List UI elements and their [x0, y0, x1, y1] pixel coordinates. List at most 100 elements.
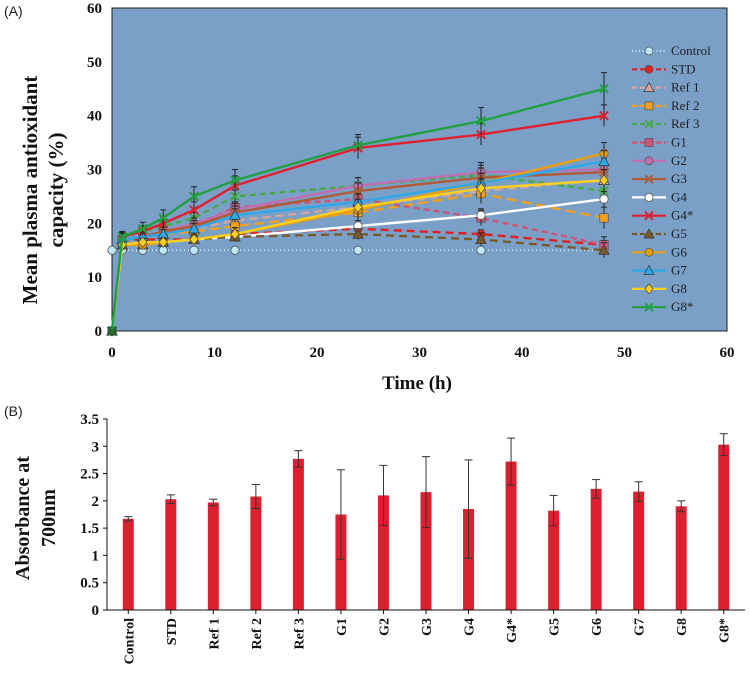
legend-label: Ref 1 — [671, 80, 700, 95]
legend-label: G2 — [671, 153, 687, 168]
legend: Control STD Ref 1 Ref 2 Ref 3 G1 G2 G3 G4 G4* G5 G6… — [632, 43, 711, 314]
category-label: Ref 3 — [292, 618, 307, 650]
legend-item: G4 — [632, 189, 687, 204]
y-tick-label: 20 — [87, 216, 102, 232]
panel-b-label: (B) — [4, 403, 23, 419]
legend-label: G1 — [671, 135, 687, 150]
data-point — [644, 119, 654, 129]
data-point — [644, 247, 654, 257]
data-point — [230, 245, 240, 255]
data-point — [644, 192, 654, 202]
legend-item: Control — [632, 43, 711, 58]
data-point — [117, 231, 128, 242]
category-label: G5 — [548, 618, 563, 636]
data-point — [643, 81, 655, 92]
legend-label: G6 — [671, 244, 687, 259]
bar — [122, 518, 134, 610]
data-point — [476, 116, 486, 126]
legend-label: G7 — [671, 263, 687, 278]
bars — [122, 433, 730, 610]
legend-label: G3 — [671, 171, 687, 186]
data-point — [599, 83, 609, 94]
y-tick-label: 3.5 — [80, 412, 99, 428]
category-label: G8* — [718, 618, 733, 643]
legend-item: G6 — [632, 244, 687, 259]
y-axis-title-line2: 700nm — [38, 489, 60, 547]
y-tick-label: 2.5 — [80, 467, 99, 483]
data-point — [189, 204, 199, 215]
legend-item: Ref 1 — [632, 80, 700, 95]
data-point — [158, 213, 169, 223]
data-point — [189, 233, 199, 246]
category-label: G4 — [463, 618, 478, 636]
bar — [505, 461, 517, 610]
x-axis: Control STD Ref 1 Ref 2 Ref 3 G1 G2 G3 G4 G4* G5 G6… — [107, 609, 745, 664]
bar — [250, 496, 262, 610]
data-point — [230, 191, 240, 202]
legend-item: G7 — [632, 263, 687, 278]
data-point — [107, 245, 117, 255]
data-point — [189, 245, 199, 255]
y-tick-label: 40 — [87, 109, 102, 125]
legend-label: Control — [671, 43, 711, 58]
category-label: G6 — [590, 618, 605, 636]
category-label: G2 — [377, 618, 392, 636]
legend-label: G4* — [671, 208, 693, 223]
legend-item: G3 — [632, 171, 687, 186]
data-point — [599, 174, 609, 186]
legend-item: G4* — [632, 208, 693, 223]
category-label: G8 — [675, 618, 690, 636]
y-axis: 0 10 20 30 40 50 60 — [87, 1, 102, 340]
legend-item: G1 — [632, 135, 687, 150]
series-lines — [106, 72, 610, 337]
data-point — [644, 174, 654, 184]
legend-item: G2 — [632, 153, 687, 168]
legend-item: Ref 3 — [632, 116, 700, 131]
data-point — [644, 46, 654, 56]
legend-item: STD — [632, 61, 696, 76]
y-tick-label: 0 — [92, 603, 100, 619]
data-point — [229, 209, 241, 220]
data-point — [599, 213, 609, 223]
y-axis-title-line1: Absorbance at — [12, 456, 34, 580]
data-point — [643, 264, 655, 275]
y-tick-label: 60 — [87, 1, 102, 17]
legend-item: G8* — [632, 299, 693, 314]
x-tick-label: 0 — [108, 345, 116, 361]
data-point — [644, 283, 654, 295]
data-point — [598, 155, 610, 166]
y-tick-label: 0.5 — [80, 576, 99, 592]
y-tick-label: 1 — [92, 548, 100, 564]
legend-label: Ref 2 — [671, 98, 700, 113]
x-axis-title: Time (h) — [382, 373, 452, 394]
x-tick-label: 10 — [207, 345, 222, 361]
data-point — [476, 210, 486, 220]
bar — [207, 502, 219, 610]
legend-label: G8* — [671, 299, 693, 314]
data-point — [598, 244, 610, 255]
category-label: STD — [165, 618, 180, 645]
x-axis: 0 10 20 30 40 50 60 — [108, 345, 734, 361]
bar — [165, 499, 177, 610]
bar — [292, 458, 304, 610]
data-point — [107, 326, 117, 336]
data-point — [230, 175, 240, 186]
bar — [718, 444, 730, 610]
bar — [548, 510, 560, 610]
data-point — [644, 302, 654, 312]
data-point — [137, 223, 148, 234]
data-point — [644, 64, 654, 74]
bar — [633, 491, 645, 610]
bar — [420, 492, 432, 610]
data-point — [353, 245, 363, 255]
data-point — [352, 228, 364, 239]
data-point — [476, 245, 486, 255]
x-tick-label: 60 — [720, 345, 735, 361]
legend-item: G8 — [632, 281, 687, 296]
x-tick-label: 40 — [515, 345, 530, 361]
bar — [590, 488, 602, 610]
data-point — [138, 236, 148, 248]
bar — [335, 514, 347, 610]
panel-a-label: (A) — [4, 3, 23, 19]
bar — [463, 509, 475, 610]
